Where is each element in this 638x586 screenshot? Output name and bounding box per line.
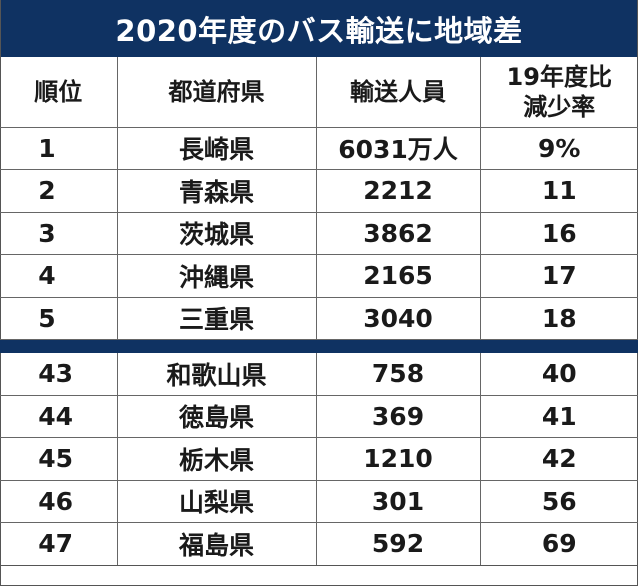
table-row: 2 青森県 2212 11 [0, 169, 638, 213]
cell-decline: 11 [479, 169, 638, 213]
table-body: 1 長崎県 6031万人 9% 2 青森県 2212 11 3 茨城県 3862 16 4 沖縄県 2165… [0, 126, 638, 566]
cell-passengers: 3040 [315, 296, 481, 340]
divider-cell [0, 339, 118, 353]
cell-passengers: 3862 [315, 211, 481, 255]
cell-rank: 47 [0, 522, 118, 566]
cell-decline: 16 [479, 211, 638, 255]
cell-decline: 56 [479, 479, 638, 523]
rank-value: 45 [38, 444, 74, 474]
cell-decline: 69 [479, 522, 638, 566]
header-prefecture: 都道府県 [116, 57, 317, 128]
cell-passengers: 592 [315, 522, 481, 566]
table-row: 1 長崎県 6031万人 9% [0, 126, 638, 170]
rank-value: 4 [38, 261, 56, 291]
cell-prefecture: 山梨県 [116, 479, 317, 523]
cell-decline: 40 [479, 352, 638, 396]
cell-rank: 43 [0, 352, 118, 396]
cell-rank: 46 [0, 479, 118, 523]
rank-value: 3 [38, 218, 56, 248]
cell-prefecture: 沖縄県 [116, 254, 317, 298]
cell-passengers: 6031万人 [315, 126, 481, 170]
divider-cell [315, 339, 481, 353]
table-row: 4 沖縄県 2165 17 [0, 254, 638, 298]
section-divider [0, 339, 638, 353]
table-row: 44 徳島県 369 41 [0, 394, 638, 438]
header-passengers: 輸送人員 [315, 57, 481, 128]
cell-decline: 17 [479, 254, 638, 298]
rank-value: 43 [38, 359, 74, 389]
cell-rank: 45 [0, 437, 118, 481]
header-row: 順位 都道府県 輸送人員 19年度比 減少率 [0, 57, 638, 128]
table-row: 45 栃木県 1210 42 [0, 437, 638, 481]
divider-cell [116, 339, 317, 353]
cell-rank: 4 [0, 254, 118, 298]
table-row: 43 和歌山県 758 40 [0, 352, 638, 396]
cell-passengers: 301 [315, 479, 481, 523]
cell-decline: 9% [479, 126, 638, 170]
cell-passengers: 369 [315, 394, 481, 438]
cell-rank: 44 [0, 394, 118, 438]
table-row: 47 福島県 592 69 [0, 522, 638, 566]
cell-decline: 42 [479, 437, 638, 481]
cell-passengers: 1210 [315, 437, 481, 481]
header-decline: 19年度比 減少率 [479, 57, 638, 128]
cell-decline: 18 [479, 296, 638, 340]
cell-decline: 41 [479, 394, 638, 438]
header-decline-line2: 減少率 [523, 92, 596, 121]
ranking-table: 順位 都道府県 輸送人員 19年度比 減少率 1 長崎県 6031万人 9% 2 青森県 2… [0, 57, 638, 566]
cell-rank: 3 [0, 211, 118, 255]
table-row: 5 三重県 3040 18 [0, 296, 638, 340]
cell-prefecture: 福島県 [116, 522, 317, 566]
table-row: 3 茨城県 3862 16 [0, 211, 638, 255]
cell-rank: 2 [0, 169, 118, 213]
cell-prefecture: 長崎県 [116, 126, 317, 170]
divider-cell [479, 339, 638, 353]
cell-rank: 1 [0, 126, 118, 170]
cell-prefecture: 三重県 [116, 296, 317, 340]
header-rank: 順位 [0, 57, 118, 128]
rank-value: 46 [38, 486, 74, 516]
rank-value: 47 [38, 529, 74, 559]
cell-prefecture: 和歌山県 [116, 352, 317, 396]
rank-value: 5 [38, 303, 56, 333]
cell-prefecture: 徳島県 [116, 394, 317, 438]
cell-passengers: 758 [315, 352, 481, 396]
cell-prefecture: 栃木県 [116, 437, 317, 481]
cell-prefecture: 青森県 [116, 169, 317, 213]
cell-prefecture: 茨城県 [116, 211, 317, 255]
rank-value: 1 [38, 133, 56, 163]
cell-rank: 5 [0, 296, 118, 340]
cell-passengers: 2212 [315, 169, 481, 213]
rank-value: 2 [38, 176, 56, 206]
cell-passengers: 2165 [315, 254, 481, 298]
header-decline-line1: 19年度比 [506, 62, 612, 91]
table-row: 46 山梨県 301 56 [0, 479, 638, 523]
rank-value: 44 [38, 401, 74, 431]
table-title: 2020年度のバス輸送に地域差 [1, 0, 637, 57]
